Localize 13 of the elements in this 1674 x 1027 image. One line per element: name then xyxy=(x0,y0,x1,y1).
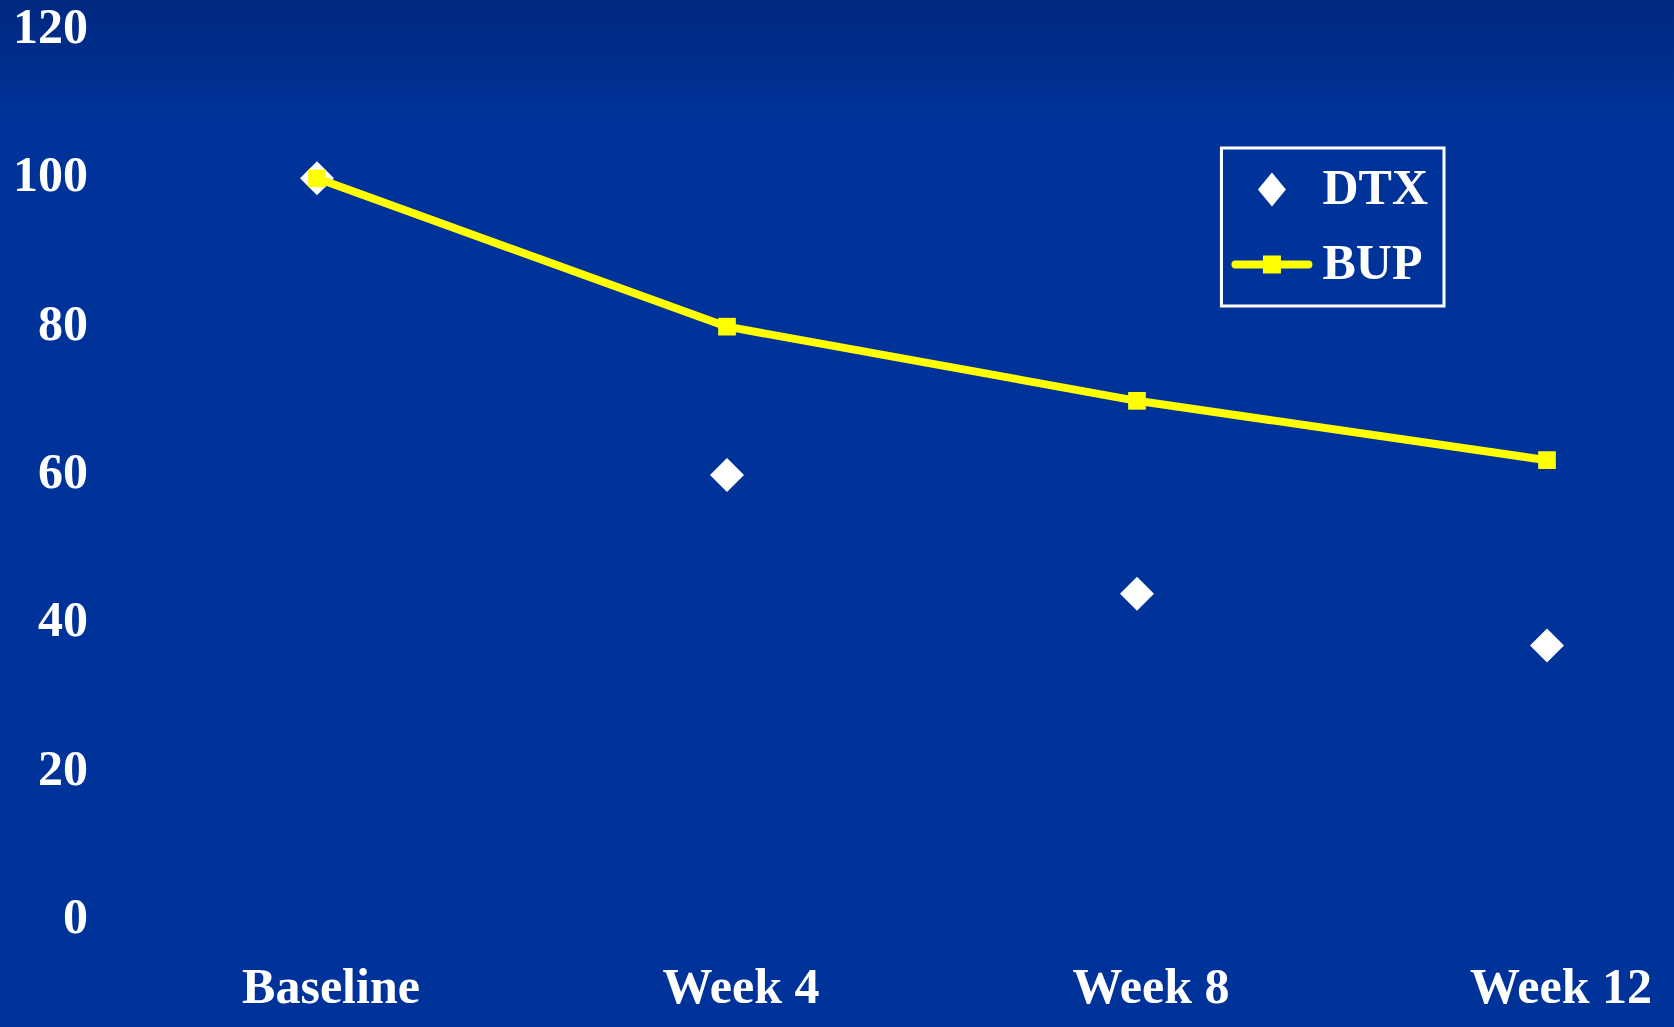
x-tick-label: Week 8 xyxy=(1072,957,1230,1014)
x-tick-label: Baseline xyxy=(242,957,420,1014)
y-tick-label: 0 xyxy=(63,887,88,944)
legend-label: BUP xyxy=(1322,234,1423,291)
x-tick-label: Week 12 xyxy=(1470,957,1652,1014)
y-tick-label: 100 xyxy=(13,146,88,203)
x-tick-label: Week 4 xyxy=(662,957,820,1014)
y-tick-label: 20 xyxy=(38,739,88,796)
y-tick-label: 60 xyxy=(38,442,88,499)
y-tick-label: 80 xyxy=(38,294,88,351)
y-tick-label: 40 xyxy=(38,591,88,648)
legend-label: DTX xyxy=(1322,159,1429,216)
y-tick-label: 120 xyxy=(13,0,88,54)
